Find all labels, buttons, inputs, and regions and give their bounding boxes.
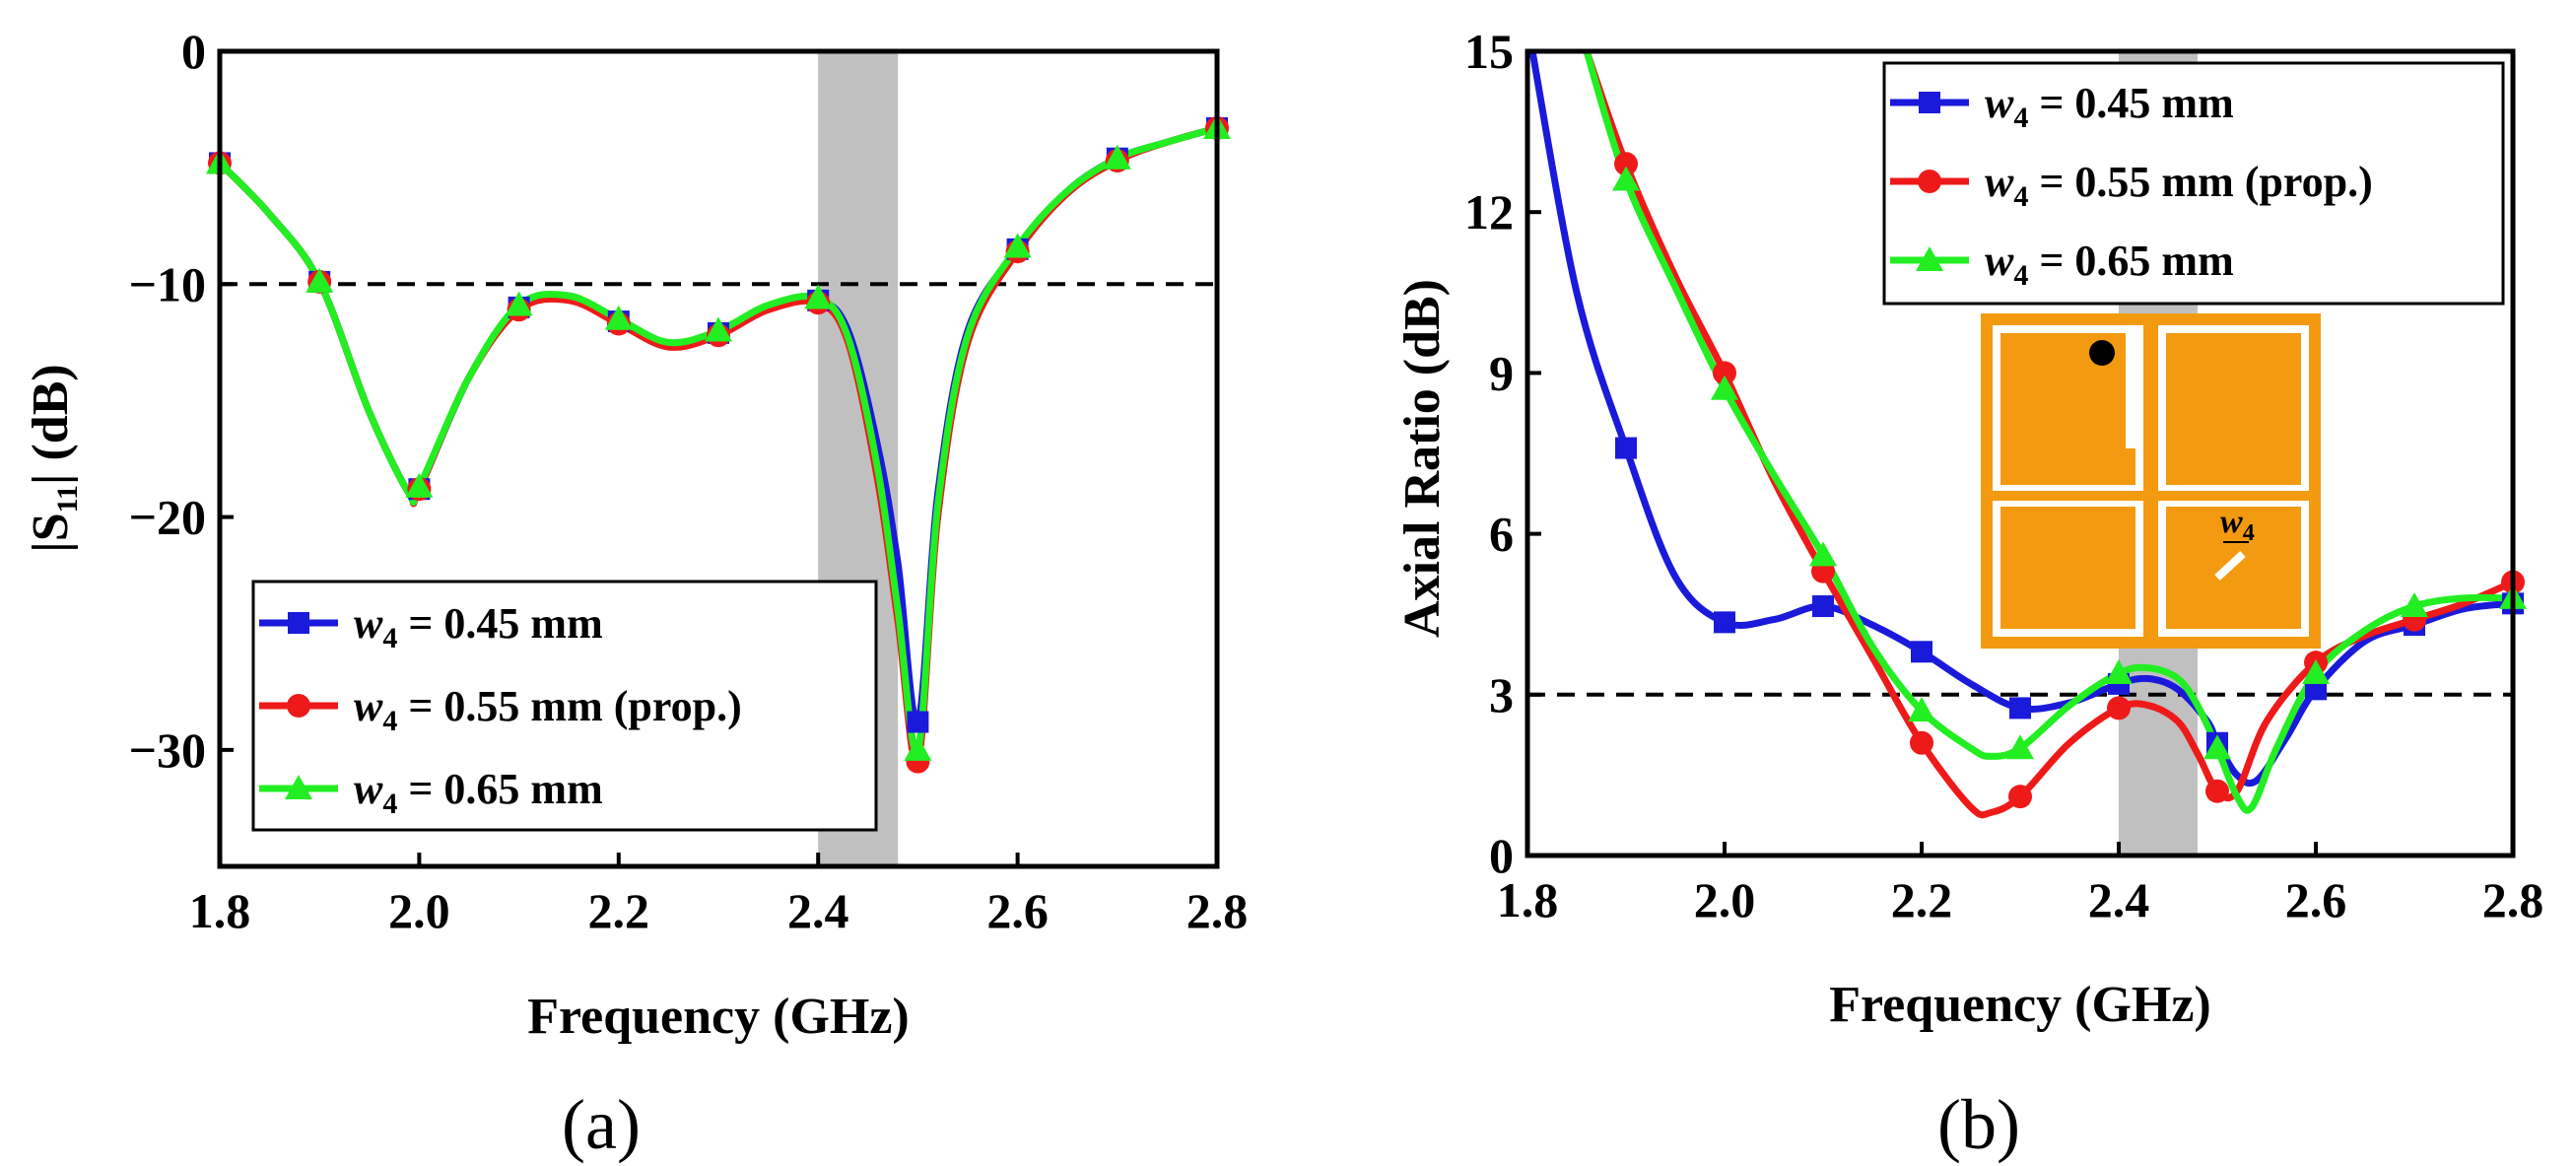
a-series-group xyxy=(206,113,1231,774)
a-data-point xyxy=(505,291,533,316)
b-data-point xyxy=(1910,730,1933,755)
a-legend-marker xyxy=(288,612,309,634)
b-xtick-label: 2.0 xyxy=(1694,872,1756,927)
inset-dimension-label: w4 xyxy=(2220,504,2255,546)
a-data-point xyxy=(1003,233,1032,258)
a-data-point xyxy=(305,267,334,293)
a-series-markers-2 xyxy=(206,113,1231,761)
b-ytick-label: 0 xyxy=(1489,828,1514,883)
a-x-axis-label: Frequency (GHz) xyxy=(527,989,910,1045)
a-x-ticks: 1.8 2.0 2.2 2.4 2.6 2.8 xyxy=(189,853,1249,938)
b-legend-label: w4 = 0.45 mm xyxy=(1985,79,2234,134)
a-legend-label: w4 = 0.45 mm xyxy=(354,599,603,654)
b-data-point xyxy=(2105,659,2133,685)
inset-center-strip-v xyxy=(2143,313,2158,649)
b-data-point xyxy=(1713,361,1736,385)
inset-patch-br xyxy=(2175,514,2293,621)
b-xtick-label: 2.2 xyxy=(1891,872,1953,927)
b-data-point xyxy=(2107,696,2131,720)
a-xtick-label: 2.4 xyxy=(787,883,849,938)
b-ytick-label: 9 xyxy=(1489,345,1514,400)
b-data-point xyxy=(2203,734,2231,760)
b-ytick-label: 3 xyxy=(1489,667,1514,722)
b-legend-marker xyxy=(1919,92,1940,113)
b-xtick-label: 2.4 xyxy=(2088,872,2150,927)
b-legend-marker xyxy=(1918,170,1941,193)
b-data-point xyxy=(2302,659,2330,685)
a-data-point xyxy=(405,472,434,498)
panel-label-b: (b) xyxy=(1937,1085,2020,1164)
a-legend-box xyxy=(251,580,878,832)
a-xtick-label: 2.2 xyxy=(588,883,650,938)
a-plot-frame xyxy=(217,48,1220,869)
a-data-point xyxy=(1103,144,1131,170)
a-xtick-label: 2.6 xyxy=(986,883,1049,938)
a-ytick-label: −30 xyxy=(129,722,207,778)
b-data-point xyxy=(2401,592,2428,618)
inset-slit xyxy=(2214,551,2246,581)
a-legend: w4 = 0.45 mm w4 = 0.55 mm (prop.) w4 = 0.6… xyxy=(251,580,878,832)
b-ytick-label: 6 xyxy=(1489,507,1514,562)
b-legend: w4 = 0.45 mm w4 = 0.55 mm (prop.) w4 = 0.6… xyxy=(1882,61,2505,306)
b-data-point xyxy=(1911,641,1932,663)
b-series-group xyxy=(1528,51,2527,819)
a-ytick-label: 0 xyxy=(181,24,206,79)
inset-patch-bl xyxy=(2010,514,2126,621)
b-legend-box xyxy=(1882,61,2505,306)
a-legend-items: w4 = 0.45 mm w4 = 0.55 mm (prop.) w4 = 0.6… xyxy=(259,599,742,820)
b-series-markers-2 xyxy=(1612,166,2527,760)
b-y-ticks: 0 3 6 9 12 15 xyxy=(1464,24,1541,883)
b-x-ticks: 1.8 2.0 2.2 2.4 2.6 2.8 xyxy=(1497,842,2544,927)
b-data-point xyxy=(1615,437,1637,459)
b-data-point xyxy=(2205,779,2229,803)
axial-ratio-chart: w4 1.8 2.0 2.2 2.4 2.6 2.8 0 3 6 9 12 15 Frequency… xyxy=(1394,24,2543,1164)
b-data-point xyxy=(1809,541,1837,567)
b-data-point xyxy=(2006,734,2034,760)
b-data-point xyxy=(1714,611,1735,634)
b-legend-label: w4 = 0.55 mm (prop.) xyxy=(1985,158,2373,213)
b-x-axis-label: Frequency (GHz) xyxy=(1829,977,2211,1033)
b-legend-marker xyxy=(1916,246,1943,271)
b-data-point xyxy=(2009,697,2031,720)
b-data-point xyxy=(1612,166,1640,191)
b-xtick-label: 2.6 xyxy=(2285,872,2347,927)
b-xtick-label: 1.8 xyxy=(1497,872,1559,927)
b-plot-frame xyxy=(1525,48,2516,858)
b-data-point xyxy=(1812,595,1834,618)
b-data-point xyxy=(1908,697,1935,722)
b-data-point xyxy=(1711,375,1738,400)
b-xtick-label: 2.8 xyxy=(2482,872,2544,927)
antenna-inset: w4 xyxy=(1981,313,2321,649)
a-xtick-label: 2.0 xyxy=(388,883,450,938)
b-ytick-label: 15 xyxy=(1464,24,1514,79)
a-legend-label: w4 = 0.65 mm xyxy=(354,765,603,820)
inset-center-strip-h xyxy=(1981,491,2321,501)
a-ytick-label: −20 xyxy=(129,490,207,545)
a-legend-marker xyxy=(287,694,310,718)
s11-chart: 1.8 2.0 2.2 2.4 2.6 2.8 0 −10 −20 −30 Frequency … xyxy=(23,24,1248,1164)
feed-point xyxy=(2089,340,2115,366)
a-legend-marker xyxy=(285,775,312,799)
a-data-point xyxy=(904,735,932,761)
b-data-point xyxy=(1614,152,1638,176)
inset-patch-tr xyxy=(2175,341,2293,449)
a-legend-label: w4 = 0.55 mm (prop.) xyxy=(354,682,742,737)
b-data-point xyxy=(2008,785,2032,809)
a-xtick-label: 2.8 xyxy=(1186,883,1249,938)
a-xtick-label: 1.8 xyxy=(189,883,251,938)
b-ytick-label: 12 xyxy=(1464,184,1514,240)
a-y-ticks: 0 −10 −20 −30 xyxy=(129,24,234,778)
panel-label-a: (a) xyxy=(562,1085,641,1164)
b-y-axis-label: Axial Ratio (dB) xyxy=(1394,279,1451,638)
a-data-point xyxy=(804,284,833,309)
a-data-point xyxy=(604,305,633,330)
a-y-axis-label: |S11| (dB) xyxy=(23,364,84,552)
b-legend-items: w4 = 0.45 mm w4 = 0.55 mm (prop.) w4 = 0.6… xyxy=(1890,79,2373,292)
b-legend-label: w4 = 0.65 mm xyxy=(1985,237,2234,292)
a-ytick-label: −10 xyxy=(129,256,207,311)
a-data-point xyxy=(705,316,732,342)
a-data-point xyxy=(907,711,929,733)
